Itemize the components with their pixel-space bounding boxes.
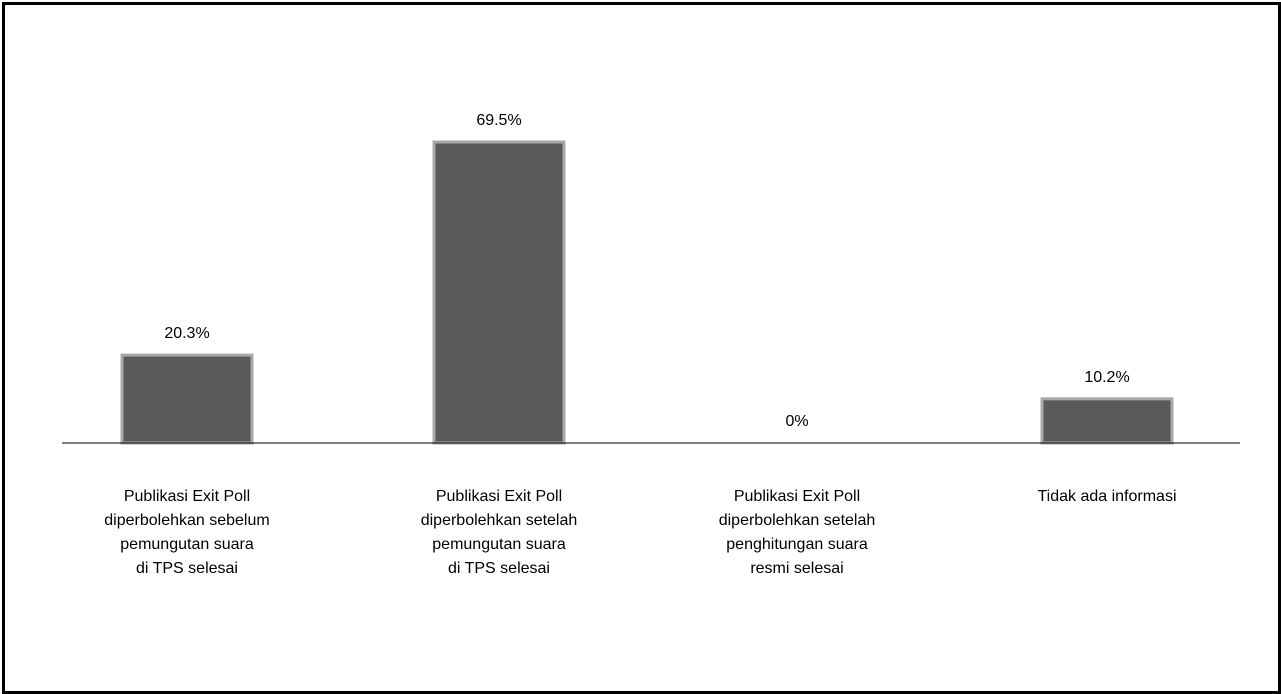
bar [1040, 397, 1174, 445]
category-label: Publikasi Exit Poll diperbolehkan setela… [420, 488, 578, 577]
category-label: Publikasi Exit Poll diperbolehkan sebelu… [104, 488, 270, 577]
bar [120, 353, 254, 445]
category-label: Tidak ada informasi [1037, 488, 1177, 505]
value-label: 20.3% [164, 325, 209, 342]
category-label: Publikasi Exit Poll diperbolehkan setela… [718, 488, 876, 577]
value-label: 10.2% [1084, 369, 1129, 386]
value-label: 69.5% [476, 112, 521, 129]
value-label: 0% [785, 413, 808, 430]
value-labels-group: 20.3% 69.5% 0% 10.2% [164, 112, 1129, 430]
bar [432, 140, 566, 445]
bars-group [120, 140, 1174, 445]
